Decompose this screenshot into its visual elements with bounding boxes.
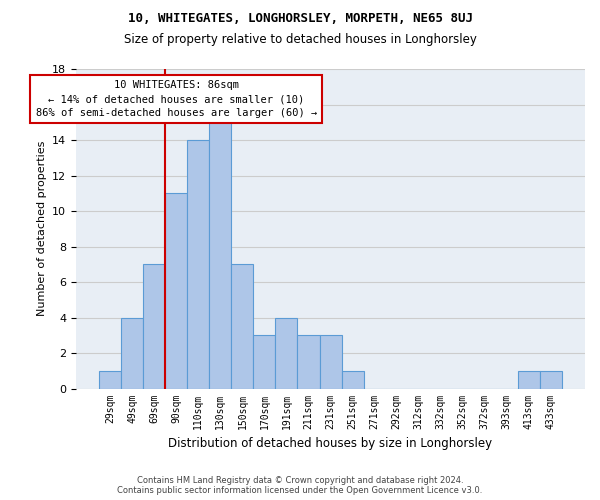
Bar [165, 194, 187, 388]
Bar [232, 264, 253, 388]
Text: 10 WHITEGATES: 86sqm
← 14% of detached houses are smaller (10)
86% of semi-detac: 10 WHITEGATES: 86sqm ← 14% of detached h… [35, 80, 317, 118]
Bar [518, 371, 540, 388]
Text: Size of property relative to detached houses in Longhorsley: Size of property relative to detached ho… [124, 32, 476, 46]
Text: 10, WHITEGATES, LONGHORSLEY, MORPETH, NE65 8UJ: 10, WHITEGATES, LONGHORSLEY, MORPETH, NE… [128, 12, 473, 26]
Bar [121, 318, 143, 388]
Bar [209, 122, 232, 388]
Bar [143, 264, 165, 388]
Bar [320, 336, 341, 388]
Bar [275, 318, 298, 388]
X-axis label: Distribution of detached houses by size in Longhorsley: Distribution of detached houses by size … [169, 437, 493, 450]
Y-axis label: Number of detached properties: Number of detached properties [37, 141, 47, 316]
Bar [540, 371, 562, 388]
Bar [298, 336, 320, 388]
Bar [99, 371, 121, 388]
Bar [253, 336, 275, 388]
Bar [341, 371, 364, 388]
Text: Contains HM Land Registry data © Crown copyright and database right 2024.
Contai: Contains HM Land Registry data © Crown c… [118, 476, 482, 495]
Bar [187, 140, 209, 388]
